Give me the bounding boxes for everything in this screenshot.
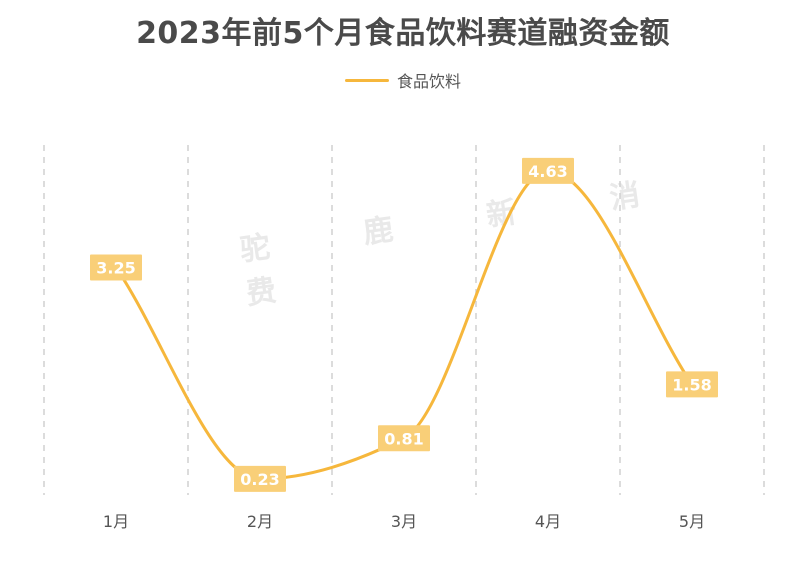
data-label-bg bbox=[522, 157, 574, 184]
series-line bbox=[114, 169, 694, 481]
data-label: 4.63 bbox=[528, 162, 567, 181]
data-label-bg bbox=[378, 425, 430, 452]
legend-label: 食品饮料 bbox=[396, 72, 461, 91]
legend: 食品饮料 bbox=[0, 68, 806, 92]
data-label: 1.58 bbox=[672, 375, 711, 394]
x-tick-label: 5月 bbox=[679, 512, 705, 531]
legend-swatch bbox=[344, 78, 389, 82]
data-label: 0.81 bbox=[384, 429, 423, 448]
data-label: 0.23 bbox=[240, 470, 279, 489]
data-label: 3.25 bbox=[96, 259, 135, 278]
x-tick-label: 3月 bbox=[391, 512, 417, 531]
chart-title: 2023年前5个月食品饮料赛道融资金额 bbox=[136, 16, 670, 51]
x-tick-label: 2月 bbox=[247, 512, 273, 531]
x-tick-label: 4月 bbox=[535, 512, 561, 531]
data-label-bg bbox=[666, 371, 718, 398]
x-tick-label: 1月 bbox=[103, 512, 129, 531]
data-label-bg bbox=[234, 465, 286, 492]
data-label-bg bbox=[90, 254, 142, 281]
